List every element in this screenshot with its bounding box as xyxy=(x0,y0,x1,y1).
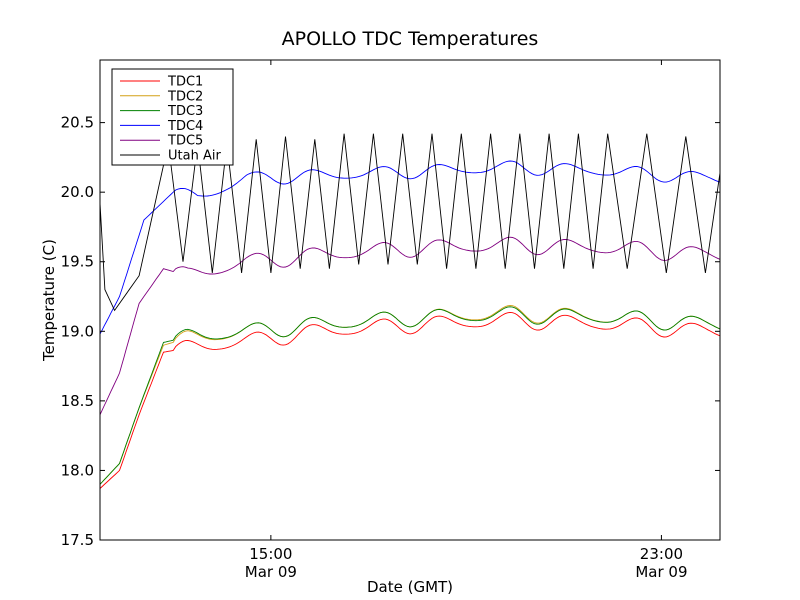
legend-entry-label: TDC5 xyxy=(167,134,203,149)
series-line-tdc4 xyxy=(100,160,720,335)
series-line-tdc5 xyxy=(100,236,720,415)
y-tick-label: 18.5 xyxy=(61,392,94,410)
series-layer xyxy=(100,133,720,489)
chart-title: APOLLO TDC Temperatures xyxy=(282,28,539,50)
x-tick-label-date: Mar 09 xyxy=(635,563,687,581)
x-tick-label-time: 23:00 xyxy=(640,545,683,563)
series-line-tdc3 xyxy=(100,306,720,485)
x-tick-label-date: Mar 09 xyxy=(245,563,297,581)
y-tick-label: 19.5 xyxy=(61,253,94,271)
y-tick-label: 17.5 xyxy=(61,531,94,549)
legend-box xyxy=(111,68,234,166)
legend-entry-label: Utah Air xyxy=(168,149,221,164)
y-tick-label: 19.0 xyxy=(61,322,94,340)
plot-frame xyxy=(99,59,721,541)
x-axis-label: Date (GMT) xyxy=(367,578,453,596)
y-tick-label: 20.5 xyxy=(61,114,94,132)
legend-entry-label: TDC4 xyxy=(167,119,203,134)
y-tick-label: 20.0 xyxy=(61,183,94,201)
series-line-utah-air xyxy=(100,133,720,312)
x-tick-label-time: 15:00 xyxy=(249,545,292,563)
legend-entry-label: TDC1 xyxy=(167,75,203,90)
legend-entry-label: TDC2 xyxy=(167,89,203,104)
y-tick-label: 18.0 xyxy=(61,461,94,479)
y-axis-label: Temperature (C) xyxy=(40,239,58,362)
series-line-tdc1 xyxy=(100,311,720,489)
legend-entry-label: TDC3 xyxy=(167,104,203,119)
